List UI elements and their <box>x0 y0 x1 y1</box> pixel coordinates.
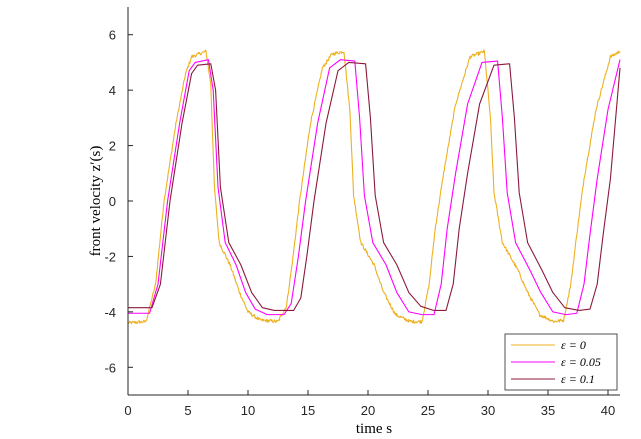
legend-label: ε = 0.1 <box>561 372 595 386</box>
x-tick-label: 40 <box>601 403 615 418</box>
x-tick-label: 5 <box>184 403 191 418</box>
y-tick-label: 4 <box>109 83 116 98</box>
x-tick-label: 10 <box>241 403 255 418</box>
x-tick-label: 0 <box>124 403 131 418</box>
y-tick-label: -6 <box>104 360 116 375</box>
series-line-0 <box>127 49 621 325</box>
x-tick-label: 30 <box>481 403 495 418</box>
y-axis-label: front velocity z′(s) <box>88 146 104 257</box>
y-tick-label: 6 <box>109 28 116 43</box>
y-axis-ticks: -6 -4 -2 0 2 4 6 <box>104 28 133 375</box>
y-tick-label: -4 <box>104 305 116 320</box>
legend-label: ε = 0 <box>561 338 586 352</box>
y-tick-label: 0 <box>109 194 116 209</box>
x-tick-label: 15 <box>301 403 315 418</box>
legend: ε = 0 ε = 0.05 ε = 0.1 <box>504 333 618 391</box>
series-line-2 <box>128 61 621 312</box>
x-axis-label: time s <box>356 421 392 437</box>
y-tick-label: 2 <box>109 139 116 154</box>
y-tick-label: -2 <box>104 249 116 264</box>
series-lines <box>127 49 621 325</box>
legend-label: ε = 0.05 <box>561 355 601 369</box>
x-tick-label: 20 <box>361 403 375 418</box>
x-tick-label: 25 <box>421 403 435 418</box>
x-axis-ticks: 0 5 10 15 20 25 30 35 40 <box>124 390 615 418</box>
series-line-1 <box>128 59 621 316</box>
x-tick-label: 35 <box>541 403 555 418</box>
